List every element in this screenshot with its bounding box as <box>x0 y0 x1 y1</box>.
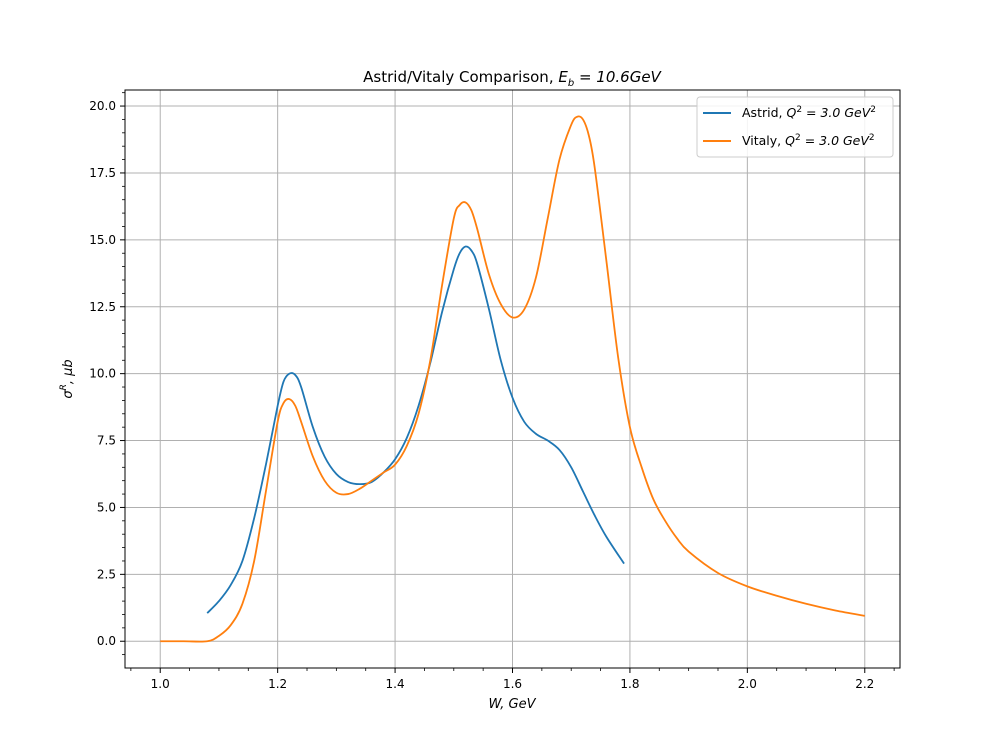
series-line-vitaly <box>160 115 865 643</box>
grid-lines <box>125 90 900 668</box>
legend-box <box>696 96 894 158</box>
x-tick-label: 1.6 <box>503 677 522 691</box>
y-tick-label: 17.5 <box>89 166 116 180</box>
x-tick-label: 2.0 <box>738 677 757 691</box>
series-line-astrid <box>206 245 625 614</box>
legend: Astrid, Q2 = 3.0 GeV2 Vitaly, Q2 = 3.0 G… <box>696 96 894 158</box>
y-tick-label: 2.5 <box>97 567 116 581</box>
y-axis: 0.0 2.5 5.0 7.5 10.0 12.5 15.0 17.5 20.0 <box>89 92 125 656</box>
y-tick-label: 12.5 <box>89 300 116 314</box>
y-tick-label: 5.0 <box>97 500 116 514</box>
y-tick-label: 7.5 <box>97 434 116 448</box>
legend-label-astrid: Astrid, Q2 = 3.0 GeV2 <box>742 105 876 120</box>
y-tick-label: 10.0 <box>89 367 116 381</box>
x-tick-label: 1.4 <box>386 677 405 691</box>
x-axis-label: W, GeV <box>488 697 536 712</box>
y-tick-label: 15.0 <box>89 233 116 247</box>
y-tick-label: 0.0 <box>97 634 116 648</box>
y-tick-label: 20.0 <box>89 99 116 113</box>
chart-title: Astrid/Vitaly Comparison, Eb = 10.6GeV <box>363 68 662 89</box>
x-axis: 1.0 1.2 1.4 1.6 1.8 2.0 2.2 <box>130 668 895 691</box>
x-tick-label: 1.0 <box>151 677 170 691</box>
x-tick-label: 2.2 <box>855 677 874 691</box>
x-tick-label: 1.8 <box>620 677 639 691</box>
plot-series <box>160 115 865 643</box>
x-tick-label: 1.2 <box>268 677 287 691</box>
legend-label-vitaly: Vitaly, Q2 = 3.0 GeV2 <box>742 133 875 148</box>
y-axis-label: σR, μb <box>59 359 76 398</box>
